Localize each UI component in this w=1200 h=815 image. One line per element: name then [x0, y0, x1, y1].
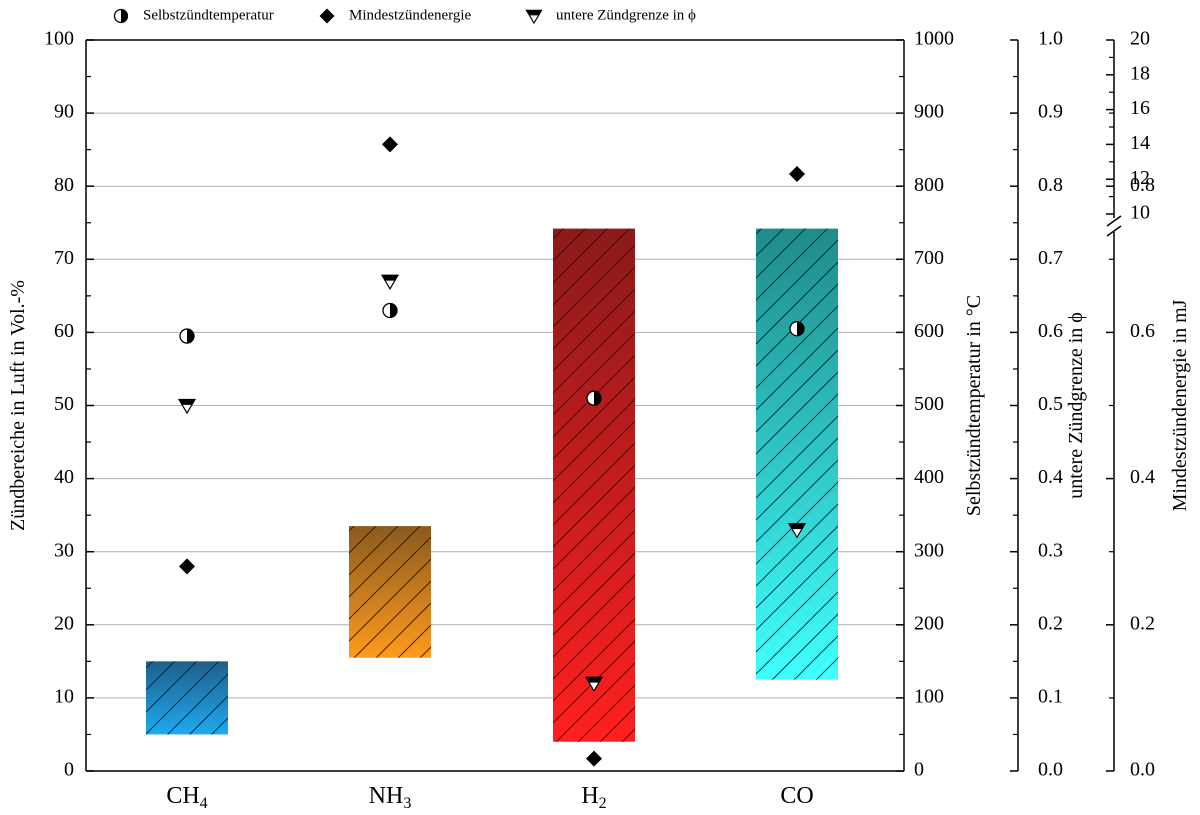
mj-tick-label: 0.4	[1130, 466, 1155, 488]
left-tick-label: 50	[54, 393, 74, 415]
mj-tick-label: 0.6	[1130, 320, 1155, 342]
marker-selbstzuendtemperatur	[382, 302, 398, 319]
mj-tick-label: 18	[1130, 62, 1150, 84]
marker-selbstzuendtemperatur	[586, 390, 602, 406]
temp-tick-label: 200	[914, 612, 944, 634]
mj-axis-break-mark	[1106, 225, 1122, 237]
legend-label: Mindestzündenergie	[349, 7, 472, 23]
marker-selbstzuendtemperatur	[179, 328, 195, 344]
phi-tick-label: 0.7	[1038, 247, 1063, 269]
marker-untere-zuendgrenze	[177, 398, 197, 415]
phi-tick-label: 0.6	[1038, 320, 1063, 342]
phi-tick-label: 0.0	[1038, 759, 1063, 781]
mj-tick-label: 0.8	[1130, 174, 1155, 196]
marker-untere-zuendgrenze	[584, 676, 604, 693]
phi-tick-label: 0.9	[1038, 101, 1063, 123]
temp-tick-label: 500	[914, 393, 944, 415]
left-tick-label: 80	[54, 174, 74, 196]
left-tick-label: 100	[44, 28, 74, 50]
marker-mindestzuendenergie	[179, 558, 195, 575]
category-label: CO	[780, 783, 813, 809]
data-markers	[177, 136, 807, 767]
left-tick-label: 90	[54, 101, 74, 123]
mj-tick-label: 14	[1130, 132, 1150, 154]
phi-tick-label: 0.3	[1038, 539, 1063, 561]
left-axis-title: Zündbereiche in Luft in Vol.-%	[7, 280, 29, 531]
temp-tick-label: 600	[914, 320, 944, 342]
range-hatch-ch4	[146, 661, 228, 735]
temp-tick-label: 400	[914, 466, 944, 488]
legend: Selbstzündtemperatur Mindestzündenergie un…	[113, 7, 696, 25]
marker-mindestzuendenergie	[789, 165, 805, 182]
range-hatch-h2	[553, 228, 635, 742]
temp-tick-label: 100	[914, 685, 944, 707]
range-bars	[146, 228, 838, 742]
mj-tick-label: 10	[1130, 202, 1150, 224]
left-tick-label: 60	[54, 320, 74, 342]
mj-tick-label: 0.2	[1130, 612, 1155, 634]
temp-axis-title: Selbstzündtemperatur in °C	[963, 295, 985, 516]
left-tick-label: 70	[54, 247, 74, 269]
phi-tick-label: 1.0	[1038, 28, 1063, 50]
phi-axis-title: untere Zündgrenze in ϕ	[1065, 312, 1087, 499]
legend-label: Selbstzündtemperatur	[143, 7, 274, 23]
legend-marker-triangle	[525, 9, 543, 25]
left-tick-label: 20	[54, 612, 74, 634]
left-tick-label: 30	[54, 539, 74, 561]
mj-tick-label: 0.0	[1130, 759, 1155, 781]
marker-untere-zuendgrenze	[787, 523, 807, 539]
legend-marker-diamond	[319, 8, 335, 24]
phi-tick-label: 0.8	[1038, 174, 1063, 196]
marker-mindestzuendenergie	[586, 750, 602, 767]
range-hatch-nh3	[349, 526, 431, 658]
mj-tick-label: 16	[1130, 97, 1150, 119]
mj-tick-label: 20	[1130, 28, 1150, 50]
temp-tick-label: 300	[914, 539, 944, 561]
mj-axis-title: Mindestzündenergie in mJ	[1169, 299, 1191, 511]
mj-axis-break-mark	[1106, 215, 1122, 227]
left-tick-label: 0	[64, 759, 74, 781]
range-hatch-co	[756, 228, 838, 680]
phi-tick-label: 0.4	[1038, 466, 1063, 488]
category-label: H2	[581, 783, 606, 812]
legend-marker-half-circle	[113, 8, 129, 24]
left-tick-label: 10	[54, 685, 74, 707]
legend-label: untere Zündgrenze in ϕ	[556, 7, 696, 23]
left-tick-label: 40	[54, 466, 74, 488]
marker-mindestzuendenergie	[382, 136, 398, 153]
temp-tick-label: 1000	[914, 28, 954, 50]
category-label: CH4	[166, 783, 207, 812]
temp-tick-label: 0	[914, 759, 924, 781]
marker-selbstzuendtemperatur	[789, 321, 805, 337]
category-label: NH3	[369, 783, 412, 812]
temp-tick-label: 800	[914, 174, 944, 196]
phi-tick-label: 0.1	[1038, 685, 1063, 707]
phi-tick-label: 0.5	[1038, 393, 1063, 415]
temp-tick-label: 900	[914, 101, 944, 123]
marker-untere-zuendgrenze	[380, 274, 400, 291]
temp-tick-label: 700	[914, 247, 944, 269]
mj-tick-label: 12	[1130, 167, 1150, 189]
phi-tick-label: 0.2	[1038, 612, 1063, 634]
category-labels: CH4 NH3 H2 CO	[166, 783, 813, 812]
